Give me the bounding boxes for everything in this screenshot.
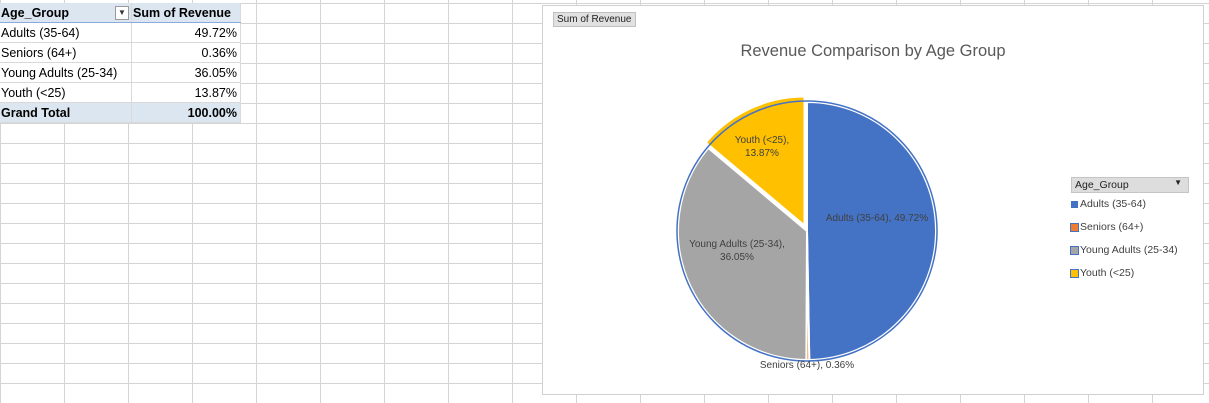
data-label[interactable]: Seniors (64+), 0.36% (760, 360, 854, 371)
filter-dropdown-icon[interactable]: ▼ (115, 6, 129, 20)
data-label[interactable]: Youth (<25), 13.87% (735, 135, 789, 159)
legend-swatch (1070, 269, 1079, 278)
legend-dropdown-icon[interactable]: ▼ (1174, 178, 1182, 187)
pivot-row: Youth (<25) 13.87% (0, 82, 241, 103)
sum-of-revenue-field-button[interactable]: Sum of Revenue (553, 12, 636, 27)
pivot-row: Seniors (64+) 0.36% (0, 42, 241, 63)
pie-slice-young-adults-25-34[interactable] (677, 146, 809, 362)
pivot-row-value[interactable]: 0.36% (131, 42, 241, 63)
legend-label: Youth (<25) (1080, 267, 1135, 279)
pivot-row-label[interactable]: Seniors (64+) (0, 42, 132, 63)
pivot-row-label[interactable]: Young Adults (25-34) (0, 62, 132, 83)
pivot-chart[interactable]: Sum of Revenue Revenue Comparison by Age… (542, 5, 1204, 395)
chart-title[interactable]: Revenue Comparison by Age Group (740, 42, 1006, 60)
pivot-row-label[interactable]: Adults (35-64) (0, 22, 132, 43)
legend-item[interactable]: Young Adults (25-34) (1070, 239, 1189, 262)
pie-chart[interactable]: Adults (35-64), 49.72% Seniors (64+), 0.3… (543, 6, 1203, 394)
pivot-header-sum-of-revenue[interactable]: Sum of Revenue (131, 3, 241, 23)
pivot-header-age-group[interactable]: Age_Group ▼ (0, 3, 132, 23)
legend-swatch (1071, 201, 1078, 208)
pivot-row: Adults (35-64) 49.72% (0, 22, 241, 43)
data-label[interactable]: Adults (35-64), 49.72% (826, 213, 928, 224)
legend-label: Adults (35-64) (1080, 198, 1146, 210)
legend-swatch (1070, 246, 1079, 255)
legend-item[interactable]: Seniors (64+) (1070, 216, 1189, 239)
pie-outline (676, 100, 938, 362)
pivot-row-value[interactable]: 36.05% (131, 62, 241, 83)
grand-total-label[interactable]: Grand Total (0, 102, 132, 123)
pivot-grand-total-row: Grand Total 100.00% (0, 102, 241, 123)
pivot-header-row: Age_Group ▼ Sum of Revenue (0, 3, 241, 23)
legend-swatch (1070, 223, 1079, 232)
data-label[interactable]: Young Adults (25-34), 36.05% (689, 239, 785, 263)
pivot-row: Young Adults (25-34) 36.05% (0, 62, 241, 83)
pivot-row-value[interactable]: 49.72% (131, 22, 241, 43)
chart-legend[interactable]: Age_Group ▼ Adults (35-64) Seniors (64+) Y… (1070, 177, 1189, 285)
legend-filter-button[interactable]: Age_Group ▼ (1071, 177, 1189, 193)
pie-slice-youth-25[interactable] (704, 95, 806, 228)
grand-total-value[interactable]: 100.00% (131, 102, 241, 123)
legend-item[interactable]: Youth (<25) (1070, 262, 1189, 285)
pivot-header-age-group-label: Age_Group (1, 5, 70, 20)
pivot-table: Age_Group ▼ Sum of Revenue Adults (35-64… (0, 3, 241, 123)
legend-item[interactable]: Adults (35-64) (1071, 193, 1189, 216)
legend-title: Age_Group (1075, 179, 1129, 191)
legend-label: Young Adults (25-34) (1080, 244, 1178, 256)
legend-label: Seniors (64+) (1080, 221, 1144, 233)
pie-slice-adults-35-64[interactable] (806, 100, 937, 361)
pivot-row-label[interactable]: Youth (<25) (0, 82, 132, 103)
pivot-row-value[interactable]: 13.87% (131, 82, 241, 103)
